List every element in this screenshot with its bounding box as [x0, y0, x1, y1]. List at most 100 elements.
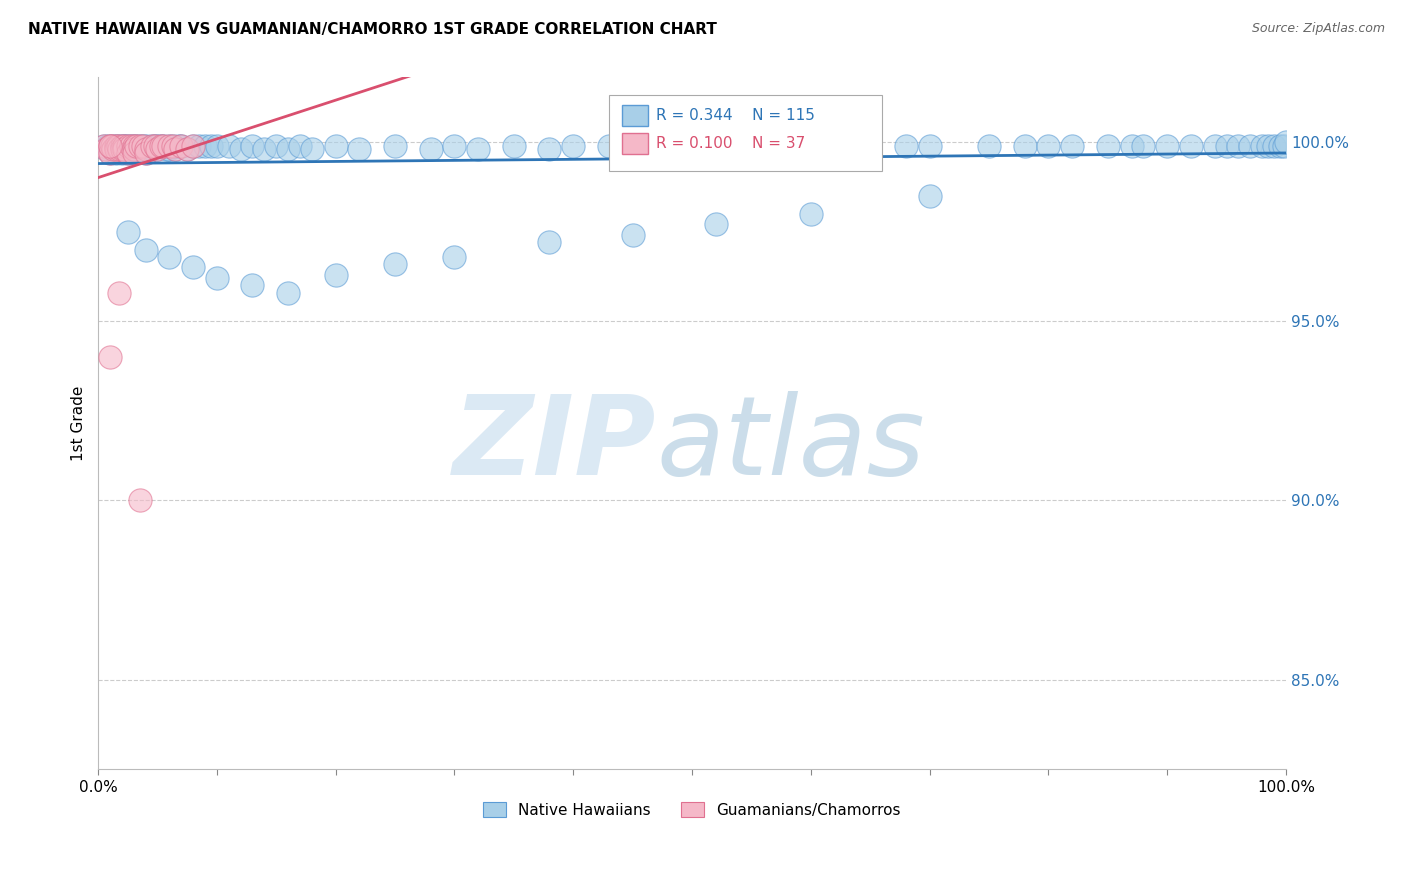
Point [218, 138, 240, 153]
Point [128, 138, 150, 153]
Point [621, 138, 644, 153]
Point [107, 138, 129, 153]
Point [111, 138, 134, 153]
Point [181, 138, 204, 153]
Point [657, 138, 679, 153]
Point [132, 138, 155, 153]
Point [128, 493, 150, 508]
Legend: Native Hawaiians, Guamanians/Chamorros: Native Hawaiians, Guamanians/Chamorros [477, 796, 907, 824]
Point [1121, 138, 1143, 153]
Point [176, 142, 198, 156]
Point [104, 142, 127, 156]
Point [681, 138, 703, 153]
Point [117, 138, 139, 153]
Point [1263, 138, 1285, 153]
Point [349, 142, 371, 156]
Point [1062, 138, 1084, 153]
Point [120, 138, 142, 153]
Point [141, 138, 163, 153]
Point [1268, 138, 1291, 153]
Point [143, 138, 166, 153]
Point [111, 142, 134, 156]
Point [419, 142, 441, 156]
Point [104, 145, 127, 160]
Point [152, 138, 174, 153]
Point [704, 138, 727, 153]
Point [1156, 138, 1178, 153]
Point [181, 138, 204, 153]
Point [1180, 138, 1202, 153]
Point [122, 138, 145, 153]
Point [325, 268, 347, 282]
Point [165, 142, 187, 156]
Point [384, 138, 406, 153]
Point [141, 142, 163, 156]
Point [1275, 135, 1298, 149]
Point [157, 138, 180, 153]
Point [157, 142, 180, 156]
Point [143, 138, 166, 153]
Point [162, 138, 184, 153]
Point [135, 145, 157, 160]
Point [1251, 138, 1274, 153]
Point [157, 250, 180, 264]
Point [96, 138, 118, 153]
Point [135, 142, 157, 156]
Point [264, 138, 287, 153]
Point [111, 145, 134, 160]
Point [96, 142, 118, 156]
Point [1227, 138, 1250, 153]
Point [176, 142, 198, 156]
Point [800, 138, 823, 153]
Point [93, 138, 115, 153]
Text: R = 0.344    N = 115: R = 0.344 N = 115 [657, 108, 815, 123]
Point [117, 138, 139, 153]
Text: NATIVE HAWAIIAN VS GUAMANIAN/CHAMORRO 1ST GRADE CORRELATION CHART: NATIVE HAWAIIAN VS GUAMANIAN/CHAMORRO 1S… [28, 22, 717, 37]
Point [242, 278, 264, 293]
Point [1038, 138, 1060, 153]
Point [117, 142, 139, 156]
Point [108, 142, 131, 156]
Point [120, 138, 142, 153]
Point [918, 188, 941, 202]
FancyBboxPatch shape [609, 95, 882, 171]
Point [918, 138, 941, 153]
Point [229, 142, 252, 156]
Point [117, 145, 139, 160]
Point [167, 138, 190, 153]
Point [141, 138, 163, 153]
Point [125, 138, 148, 153]
Point [146, 138, 169, 153]
Point [150, 138, 173, 153]
Point [157, 138, 180, 153]
Point [162, 138, 184, 153]
Point [325, 138, 347, 153]
Point [443, 250, 465, 264]
Point [288, 138, 311, 153]
Point [128, 142, 150, 156]
Point [122, 145, 145, 160]
Point [135, 145, 157, 160]
Point [156, 142, 179, 156]
Point [146, 142, 169, 156]
Point [93, 138, 115, 153]
Point [98, 145, 121, 160]
Point [114, 138, 136, 153]
Point [103, 142, 125, 156]
Point [112, 142, 135, 156]
Point [1239, 138, 1261, 153]
Point [800, 207, 823, 221]
Point [1014, 138, 1036, 153]
Point [740, 138, 762, 153]
Point [1272, 138, 1295, 153]
Point [894, 138, 917, 153]
Point [107, 138, 129, 153]
Point [111, 142, 134, 156]
Point [132, 138, 155, 153]
Point [135, 138, 157, 153]
Point [776, 138, 799, 153]
Point [98, 142, 121, 156]
Point [117, 145, 139, 160]
Point [104, 142, 127, 156]
Point [1215, 138, 1237, 153]
